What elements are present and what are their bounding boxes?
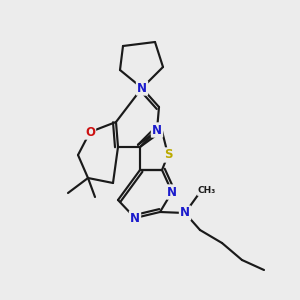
Text: N: N [167,185,177,199]
Text: N: N [130,212,140,224]
Text: N: N [137,82,147,94]
Text: O: O [85,125,95,139]
Text: N: N [180,206,190,220]
Text: S: S [164,148,172,161]
Text: CH₃: CH₃ [198,186,216,195]
Text: N: N [152,124,162,136]
